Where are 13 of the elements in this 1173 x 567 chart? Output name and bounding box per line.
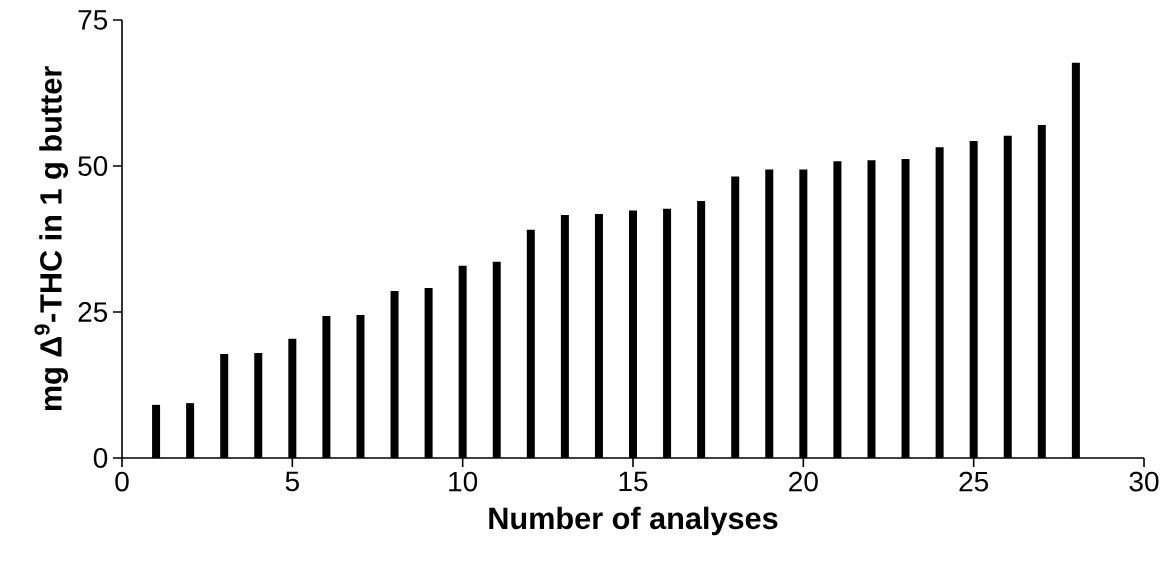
x-tick-label: 30	[1129, 471, 1159, 492]
x-tick-label: 5	[285, 471, 299, 492]
x-tick-label: 20	[789, 471, 818, 492]
x-tick-label: 25	[959, 471, 989, 492]
y-tick-label: 25	[78, 302, 108, 322]
y-axis-title: mg Δ$^{9}$-THC in 1 g butter	[34, 66, 68, 411]
y-tick-label: 50	[78, 156, 108, 176]
x-tick-label: 10	[449, 471, 478, 492]
x-tick-label: 0	[115, 471, 129, 492]
y-tick-label: 75	[78, 10, 108, 30]
y-tick-label: 0	[93, 448, 108, 468]
x-tick-label: 15	[619, 471, 648, 492]
x-axis-title: Number of analyses	[489, 506, 778, 536]
